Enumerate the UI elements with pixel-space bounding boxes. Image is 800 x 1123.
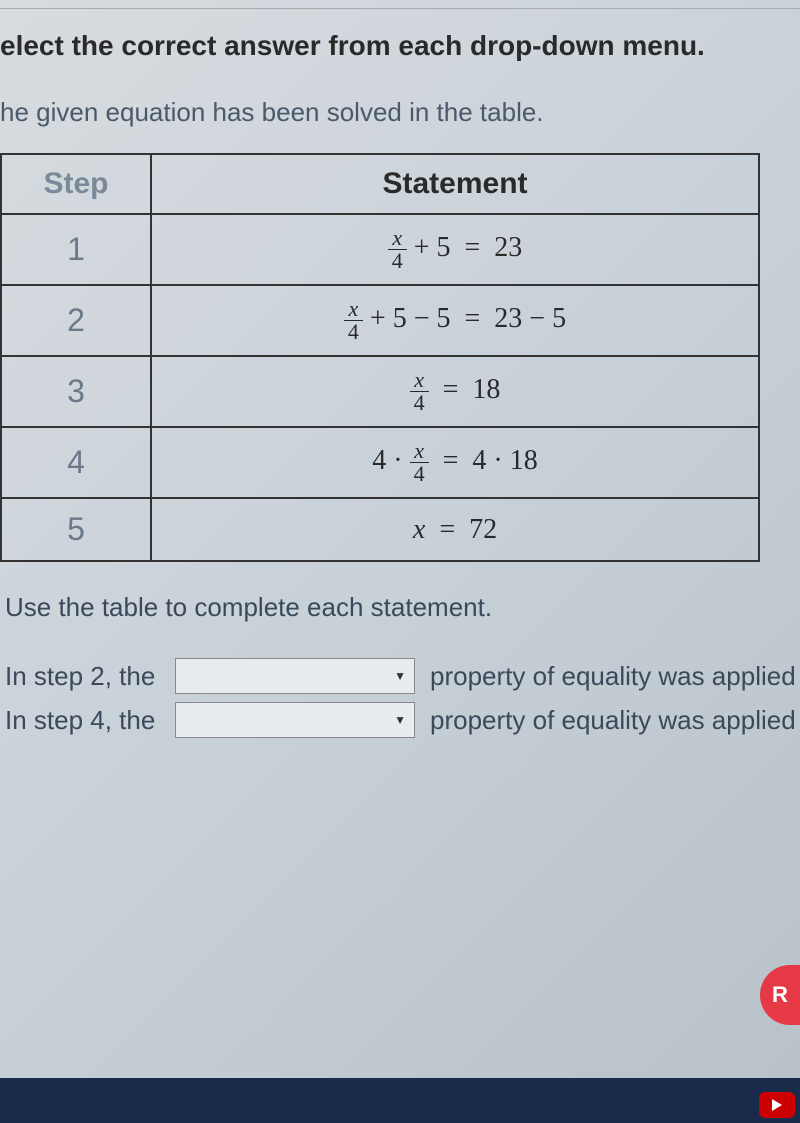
statement-cell: x4 = 18 [151, 356, 759, 427]
step-cell: 1 [1, 214, 151, 285]
step4-property-dropdown[interactable]: ▼ [175, 702, 415, 738]
statement-cell: 4 · x4 = 4 · 18 [151, 427, 759, 498]
reset-button[interactable]: R [760, 965, 800, 1025]
youtube-icon[interactable] [759, 1092, 795, 1118]
table-row: 5 x = 72 [1, 498, 759, 561]
taskbar [0, 1078, 800, 1123]
statement-cell: x4 + 5 − 5 = 23 − 5 [151, 285, 759, 356]
step-cell: 5 [1, 498, 151, 561]
instruction-text: Use the table to complete each statement… [0, 592, 800, 623]
fraction-x-over-4: x4 [410, 440, 429, 485]
table-row: 4 4 · x4 = 4 · 18 [1, 427, 759, 498]
chevron-down-icon: ▼ [394, 713, 406, 727]
equation-table: Step Statement 1 x4 + 5 = 23 2 x4 + 5 − … [0, 153, 760, 562]
table-header-statement: Statement [151, 154, 759, 214]
fraction-x-over-4: x4 [344, 298, 363, 343]
fraction-x-over-4: x4 [410, 369, 429, 414]
chevron-down-icon: ▼ [394, 669, 406, 683]
statement-suffix: property of equality was applied [430, 705, 796, 736]
table-header-step: Step [1, 154, 151, 214]
statement-suffix: property of equality was applied [430, 661, 796, 692]
statement-cell: x = 72 [151, 498, 759, 561]
main-content: elect the correct answer from each drop-… [0, 0, 800, 738]
statement-prefix: In step 2, the [5, 661, 160, 692]
step-cell: 2 [1, 285, 151, 356]
statement-line-2: In step 4, the ▼ property of equality wa… [0, 702, 800, 738]
subtitle: he given equation has been solved in the… [0, 97, 800, 128]
step2-property-dropdown[interactable]: ▼ [175, 658, 415, 694]
statement-cell: x4 + 5 = 23 [151, 214, 759, 285]
table-row: 2 x4 + 5 − 5 = 23 − 5 [1, 285, 759, 356]
top-divider [0, 8, 800, 9]
statement-prefix: In step 4, the [5, 705, 160, 736]
table-row: 3 x4 = 18 [1, 356, 759, 427]
statement-line-1: In step 2, the ▼ property of equality wa… [0, 658, 800, 694]
fraction-x-over-4: x4 [388, 227, 407, 272]
reset-button-label: R [772, 982, 788, 1008]
page-title: elect the correct answer from each drop-… [0, 30, 800, 62]
table-row: 1 x4 + 5 = 23 [1, 214, 759, 285]
step-cell: 3 [1, 356, 151, 427]
step-cell: 4 [1, 427, 151, 498]
